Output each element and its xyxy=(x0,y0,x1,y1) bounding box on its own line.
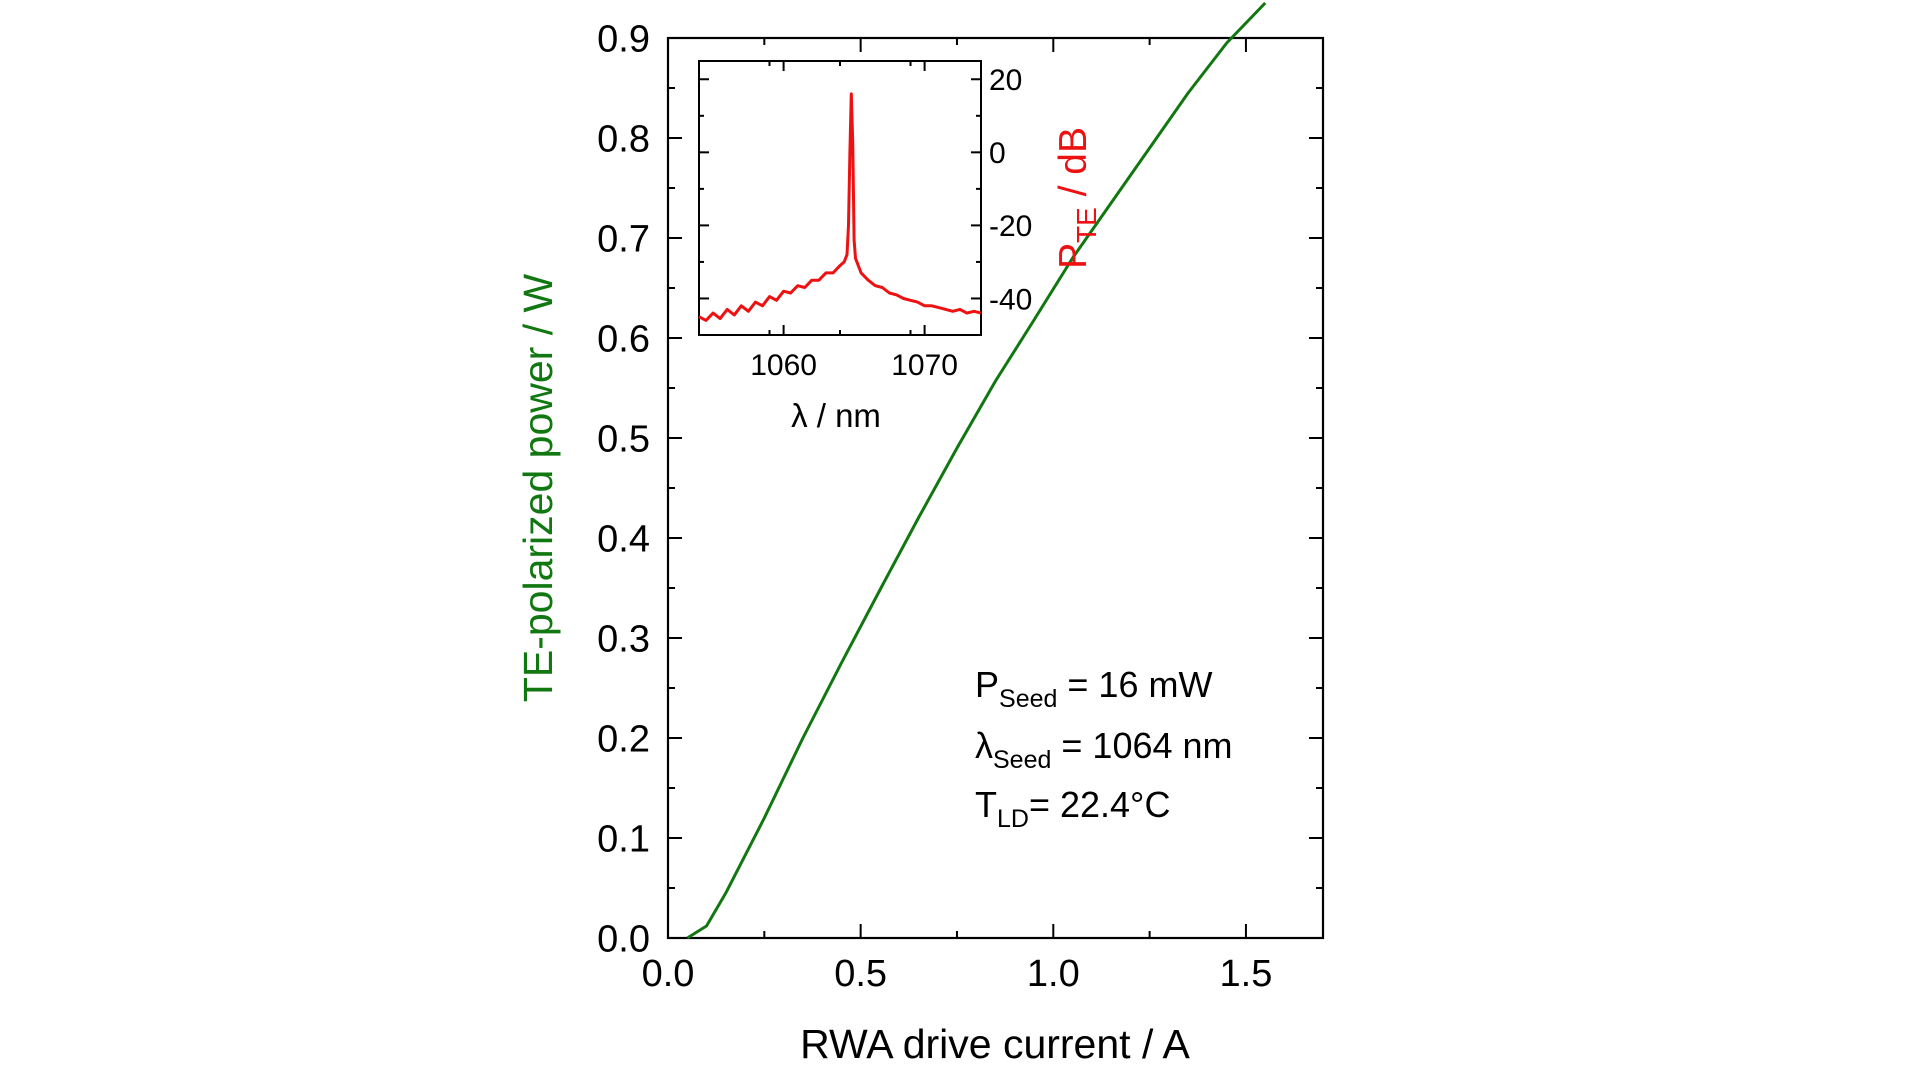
inset-y-tick-label: -40 xyxy=(989,283,1032,316)
main-x-tick-label: 1.0 xyxy=(1027,953,1080,995)
inset-tick-labels: 1060 1070 20 0 -20 -40 xyxy=(750,64,1032,382)
main-y-tick-label: 0.8 xyxy=(597,119,650,161)
annotation-seed-wavelength: λSeed = 1064 nm xyxy=(975,725,1233,774)
main-x-tick-label: 0.0 xyxy=(642,953,695,995)
svg-text:PTE / dB: PTE / dB xyxy=(1052,127,1102,269)
main-y-tick-label: 0.5 xyxy=(597,419,650,461)
main-y-tick-label: 0.2 xyxy=(597,719,650,761)
inset-x-axis-label: λ / nm xyxy=(791,397,881,434)
annotation-seed-power: PSeed = 16 mW xyxy=(975,664,1212,713)
main-x-tick-label: 1.5 xyxy=(1220,953,1273,995)
x-axis-label: RWA drive current / A xyxy=(800,1021,1190,1067)
svg-text:PSeed = 16 mW: PSeed = 16 mW xyxy=(975,664,1212,713)
inset-chart: 1060 1070 20 0 -20 -40 λ / nm PTE / dB xyxy=(698,60,1102,434)
annotation-seed-wavelength-value: = 1064 nm xyxy=(1051,725,1232,766)
inset-y-axis-label-subscript: TE xyxy=(1071,207,1102,243)
inset-y-axis-label-symbol: P xyxy=(1052,243,1095,269)
inset-y-axis-label-unit: / dB xyxy=(1052,127,1095,207)
main-x-tick-label: 0.5 xyxy=(834,953,887,995)
main-y-tick-label: 0.9 xyxy=(597,19,650,61)
inset-y-axis-label: PTE / dB xyxy=(1052,127,1102,269)
annotation-seed-wavelength-subscript: Seed xyxy=(993,746,1051,774)
annotation-temperature-symbol: T xyxy=(975,784,997,825)
annotation-temperature-subscript: LD xyxy=(997,805,1029,833)
inset-series-line xyxy=(698,92,982,322)
annotation-seed-wavelength-symbol: λ xyxy=(975,725,993,766)
annotation-seed-power-symbol: P xyxy=(975,664,999,705)
main-chart: 0.0 0.5 1.0 1.5 0.0 0.1 0.2 0.3 0.4 0.5 0.6 0.7 0.8 0… xyxy=(515,1,1325,1067)
main-series xyxy=(686,1,1267,940)
inset-ticks xyxy=(698,61,982,336)
main-y-tick-label: 0.0 xyxy=(597,919,650,961)
inset-background xyxy=(699,61,981,335)
annotation-seed-power-subscript: Seed xyxy=(999,685,1057,713)
main-y-tick-label: 0.7 xyxy=(597,219,650,261)
inset-series xyxy=(698,92,982,322)
annotation-temperature-value: = 22.4°C xyxy=(1029,784,1171,825)
main-tick-labels: 0.0 0.5 1.0 1.5 0.0 0.1 0.2 0.3 0.4 0.5 0.6 0.7 0.8 0… xyxy=(597,19,1272,995)
main-y-tick-label: 0.4 xyxy=(597,519,650,561)
inset-y-tick-label: -20 xyxy=(989,210,1032,243)
inset-x-tick-label: 1070 xyxy=(891,349,958,382)
annotation-temperature: TLD= 22.4°C xyxy=(975,784,1170,833)
svg-text:TLD= 22.4°C: TLD= 22.4°C xyxy=(975,784,1170,833)
main-y-tick-label: 0.3 xyxy=(597,619,650,661)
main-series-line xyxy=(686,1,1267,940)
main-ticks xyxy=(667,37,1323,939)
inset-y-tick-label: 0 xyxy=(989,137,1006,170)
inset-x-tick-label: 1060 xyxy=(750,349,817,382)
inset-y-tick-label: 20 xyxy=(989,64,1022,97)
svg-text:λSeed = 1064 nm: λSeed = 1064 nm xyxy=(975,725,1233,774)
main-y-tick-label: 0.1 xyxy=(597,819,650,861)
main-y-tick-label: 0.6 xyxy=(597,319,650,361)
y-axis-label: TE-polarized power / W xyxy=(515,274,561,703)
annotation-seed-power-value: = 16 mW xyxy=(1057,664,1212,705)
